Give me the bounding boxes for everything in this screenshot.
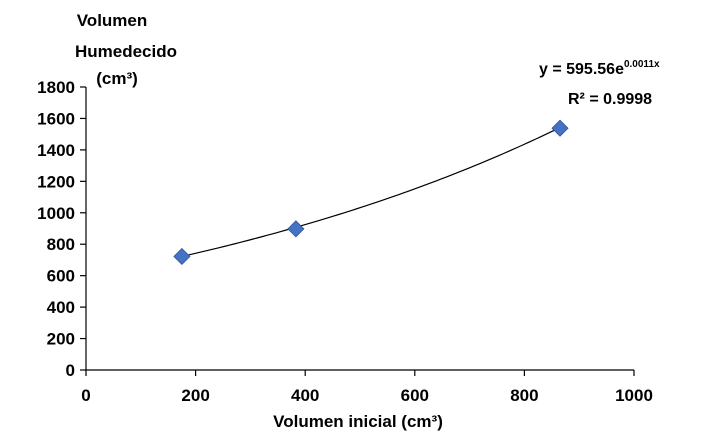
- y-tick-label: 1000: [37, 204, 75, 223]
- y-axis-title-line-1: Volumen: [77, 11, 148, 30]
- y-tick-label: 200: [47, 330, 75, 349]
- x-tick-label: 600: [401, 386, 429, 405]
- y-tick-label: 1600: [37, 109, 75, 128]
- x-tick-label: 800: [510, 386, 538, 405]
- y-ticks: 0 200 400 600 800 1000 1200 1400 1600 1800: [37, 78, 86, 380]
- y-axis-title-line-3: (cm³): [96, 69, 138, 88]
- trendline-equation: y = 595.56e0.0011x: [539, 59, 660, 78]
- x-ticks: 0 200 400 600 800 1000: [81, 370, 653, 405]
- y-tick-label: 1800: [37, 78, 75, 97]
- x-tick-label: 200: [181, 386, 209, 405]
- y-tick-label: 600: [47, 267, 75, 286]
- y-tick-label: 1200: [37, 172, 75, 191]
- y-tick-label: 1400: [37, 141, 75, 160]
- y-tick-label: 400: [47, 298, 75, 317]
- trendline-equation-base: y = 595.56e: [539, 61, 624, 78]
- x-tick-label: 1000: [615, 386, 653, 405]
- trendline: [181, 126, 561, 258]
- trendline-equation-exponent: 0.0011x: [624, 59, 660, 70]
- data-point-marker: [287, 220, 305, 238]
- x-tick-label: 400: [291, 386, 319, 405]
- x-axis-title: Volumen inicial (cm³): [273, 412, 443, 431]
- x-tick-label: 0: [81, 386, 90, 405]
- y-tick-label: 0: [66, 361, 75, 380]
- y-tick-label: 800: [47, 235, 75, 254]
- trendline-r-squared: R² = 0.9998: [568, 91, 652, 108]
- y-axis-title-line-2: Humedecido: [75, 42, 177, 61]
- data-points: [173, 119, 569, 266]
- data-point-marker: [173, 247, 191, 266]
- data-point-marker: [551, 119, 569, 137]
